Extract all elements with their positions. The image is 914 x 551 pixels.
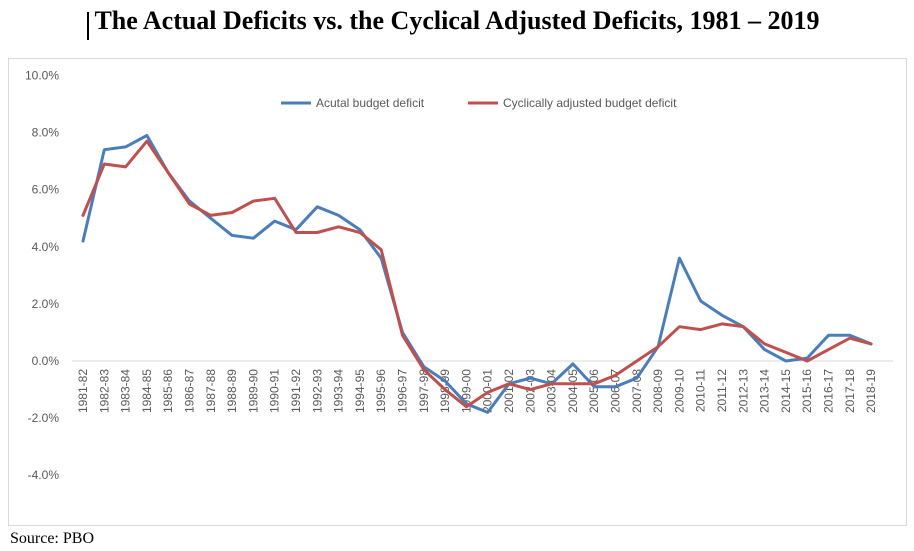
x-tick-label: 2017-18 xyxy=(843,369,857,413)
legend-label: Cyclically adjusted budget deficit xyxy=(503,96,677,110)
cyclically-adjusted-deficit-line xyxy=(81,139,873,409)
y-tick-label: 10.0% xyxy=(25,69,59,83)
x-tick-label: 1985-86 xyxy=(161,369,175,413)
x-tick-label: 1988-89 xyxy=(225,369,239,413)
y-tick-label: 6.0% xyxy=(32,183,60,197)
x-tick-label: 2010-11 xyxy=(694,369,708,412)
x-tick-label: 1992-93 xyxy=(310,369,324,413)
x-tick-label: 1995-96 xyxy=(374,369,388,413)
legend: Acutal budget deficit Cyclically adjusted… xyxy=(281,96,677,110)
x-tick-label: 2004-05 xyxy=(566,369,580,413)
x-tick-label: 2015-16 xyxy=(800,369,814,413)
x-tick-label: 1997-98 xyxy=(417,369,431,413)
x-tick-label: 1981-82 xyxy=(76,369,90,413)
source-note: Source: PBO xyxy=(10,530,94,547)
x-tick-label: 2001-02 xyxy=(502,369,516,413)
x-tick-label: 2003-04 xyxy=(545,369,559,413)
y-tick-label: 8.0% xyxy=(32,126,60,140)
y-tick-label: 4.0% xyxy=(32,240,60,254)
chart-frame xyxy=(8,58,907,526)
x-tick-label: 1993-94 xyxy=(332,369,346,413)
page-title: The Actual Deficits vs. the Cyclical Adj… xyxy=(94,6,820,35)
x-tick-label: 1983-84 xyxy=(119,369,133,413)
actual-deficit-line xyxy=(81,134,873,414)
x-tick-label: 2013-14 xyxy=(758,369,772,413)
x-tick-label: 2009-10 xyxy=(672,369,686,413)
x-tick-label: 2011-12 xyxy=(715,369,729,412)
series-group xyxy=(81,134,873,414)
x-tick-label: 2008-09 xyxy=(651,369,665,413)
y-tick-label: 2.0% xyxy=(32,297,60,311)
x-tick-label: 2018-19 xyxy=(864,369,878,413)
x-tick-label: 2006-07 xyxy=(609,369,623,413)
x-tick-label: 2016-17 xyxy=(822,369,836,413)
x-tick-label: 2005-06 xyxy=(587,369,601,413)
y-tick-label: -4.0% xyxy=(28,468,60,482)
x-tick-label: 2014-15 xyxy=(779,369,793,413)
x-tick-label: 1990-91 xyxy=(268,369,282,413)
x-tick-label: 1982-83 xyxy=(97,369,111,413)
y-axis: -4.0% -2.0% 0.0% 2.0% 4.0% 6.0% 8.0% 10.0% xyxy=(25,69,59,483)
y-tick-label: 0.0% xyxy=(32,354,60,368)
x-tick-label: 1989-90 xyxy=(246,369,260,413)
x-tick-label: 1987-88 xyxy=(204,369,218,413)
legend-label: Acutal budget deficit xyxy=(316,96,425,110)
x-tick-label: 1996-97 xyxy=(396,369,410,413)
x-axis: 1981-82 1982-83 1983-84 1984-85 1985-86 1986-… xyxy=(76,369,878,413)
x-tick-label: 2012-13 xyxy=(736,369,750,413)
x-tick-label: 1986-87 xyxy=(183,369,197,413)
x-tick-label: 1994-95 xyxy=(353,369,367,413)
x-tick-label: 2007-08 xyxy=(630,369,644,413)
x-tick-label: 1991-92 xyxy=(289,369,303,413)
y-tick-label: -2.0% xyxy=(28,411,60,425)
x-tick-label: 1984-85 xyxy=(140,369,154,413)
text-cursor xyxy=(87,12,89,40)
